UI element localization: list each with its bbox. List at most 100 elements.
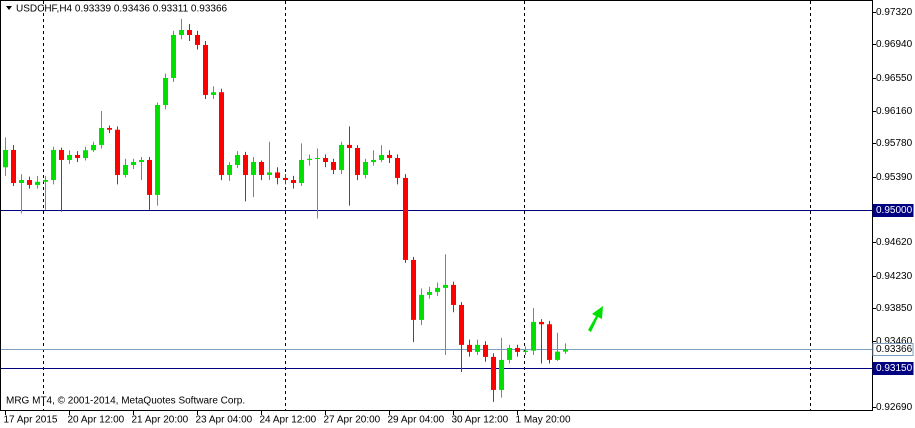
- x-tick-label: 29 Apr 04:00: [388, 415, 445, 426]
- arrow-icon: [588, 306, 603, 332]
- candle-body: [51, 149, 56, 180]
- candle-body: [371, 159, 376, 162]
- y-tick-label: 0.94230: [876, 271, 913, 282]
- candle-body: [155, 105, 160, 195]
- candle-body: [59, 149, 64, 160]
- candle-body: [403, 177, 408, 260]
- candle-body: [83, 150, 88, 158]
- candle-body: [19, 179, 24, 183]
- candle-body: [563, 349, 568, 352]
- candle-body: [267, 172, 272, 175]
- candle-body: [419, 294, 424, 320]
- y-tick-label: 0.97320: [876, 7, 913, 18]
- candle-body: [363, 161, 368, 175]
- plot-frame: [0, 0, 873, 411]
- candle-body: [275, 172, 280, 178]
- candle-body: [291, 179, 296, 183]
- candle-body: [35, 181, 40, 185]
- candle-body: [315, 157, 320, 159]
- candle-body: [75, 154, 80, 158]
- y-tick-label: 0.96160: [876, 106, 913, 117]
- candle-body: [355, 148, 360, 175]
- y-tick-label: 0.96940: [876, 39, 913, 50]
- candle-body: [427, 291, 432, 295]
- y-tick-label: 0.93460: [876, 336, 913, 347]
- candle-body: [523, 350, 528, 352]
- candle-body: [451, 284, 456, 305]
- price-label: 0.95000: [876, 205, 913, 216]
- x-tick-label: 21 Apr 20:00: [132, 415, 189, 426]
- candle-body: [499, 359, 504, 390]
- candle-body: [491, 356, 496, 390]
- candle-body: [331, 161, 336, 170]
- candle-body: [211, 92, 216, 95]
- candle-body: [531, 321, 536, 351]
- candle-body: [67, 154, 72, 160]
- candle-body: [43, 179, 48, 182]
- candle-body: [171, 34, 176, 78]
- candle-body: [475, 344, 480, 352]
- candle-body: [147, 159, 152, 195]
- candle-body: [243, 154, 248, 175]
- candle-body: [555, 351, 560, 360]
- candle-body: [203, 44, 208, 95]
- candle-body: [347, 144, 352, 149]
- candle-body: [219, 92, 224, 175]
- x-tick-label: 20 Apr 12:00: [68, 415, 125, 426]
- candle-body: [131, 161, 136, 165]
- candle-body: [515, 347, 520, 352]
- y-tick-label: 0.93850: [876, 303, 913, 314]
- period-separators: [43, 1, 811, 410]
- candle-body: [139, 159, 144, 162]
- x-tick-label: 23 Apr 04:00: [196, 415, 253, 426]
- chart-title: USDCHF,H4 0.93339 0.93436 0.93311 0.9336…: [16, 4, 228, 15]
- candle-body: [507, 347, 512, 360]
- candle-body: [27, 179, 32, 185]
- x-tick-label: 27 Apr 20:00: [324, 415, 381, 426]
- candle-body: [123, 164, 128, 175]
- price-label: 0.93366: [876, 344, 913, 355]
- candle-body: [323, 157, 328, 162]
- candle-body: [179, 30, 184, 35]
- candle-body: [3, 149, 8, 168]
- candle-body: [539, 321, 544, 325]
- candle-body: [459, 304, 464, 345]
- price-label-box: [872, 362, 914, 375]
- price-label-box: [872, 343, 914, 356]
- x-tick-label: 24 Apr 12:00: [260, 415, 317, 426]
- candle-body: [467, 344, 472, 352]
- title-icon: [6, 6, 12, 10]
- candle-body: [259, 161, 264, 175]
- candle-body: [187, 30, 192, 35]
- candle-body: [251, 161, 256, 175]
- candle-body: [227, 164, 232, 175]
- y-tick-label: 0.96550: [876, 73, 913, 84]
- candle-body: [283, 177, 288, 180]
- candle-body: [11, 149, 16, 183]
- candle-body: [195, 34, 200, 45]
- candle-body: [395, 157, 400, 178]
- candle-body: [99, 127, 104, 145]
- candle-body: [163, 77, 168, 106]
- candle-body: [107, 127, 112, 130]
- x-tick-label: 30 Apr 12:00: [452, 415, 509, 426]
- candle-body: [307, 158, 312, 160]
- price-label-box: [872, 204, 914, 217]
- candle-body: [91, 144, 96, 151]
- candle-body: [115, 129, 120, 175]
- candle-body: [235, 154, 240, 165]
- candle-body: [379, 154, 384, 160]
- candle-body: [435, 287, 440, 292]
- y-tick-label: 0.94620: [876, 237, 913, 248]
- candle-body: [339, 144, 344, 170]
- x-tick-label: 17 Apr 2015: [4, 415, 58, 426]
- y-tick-label: 0.92690: [876, 402, 913, 413]
- candle-body: [547, 324, 552, 360]
- y-tick-label: 0.95780: [876, 138, 913, 149]
- candle-body: [443, 284, 448, 288]
- y-tick-label: 0.95390: [876, 172, 913, 183]
- candle-body: [411, 259, 416, 320]
- candle-body: [299, 159, 304, 183]
- candle-body: [387, 154, 392, 158]
